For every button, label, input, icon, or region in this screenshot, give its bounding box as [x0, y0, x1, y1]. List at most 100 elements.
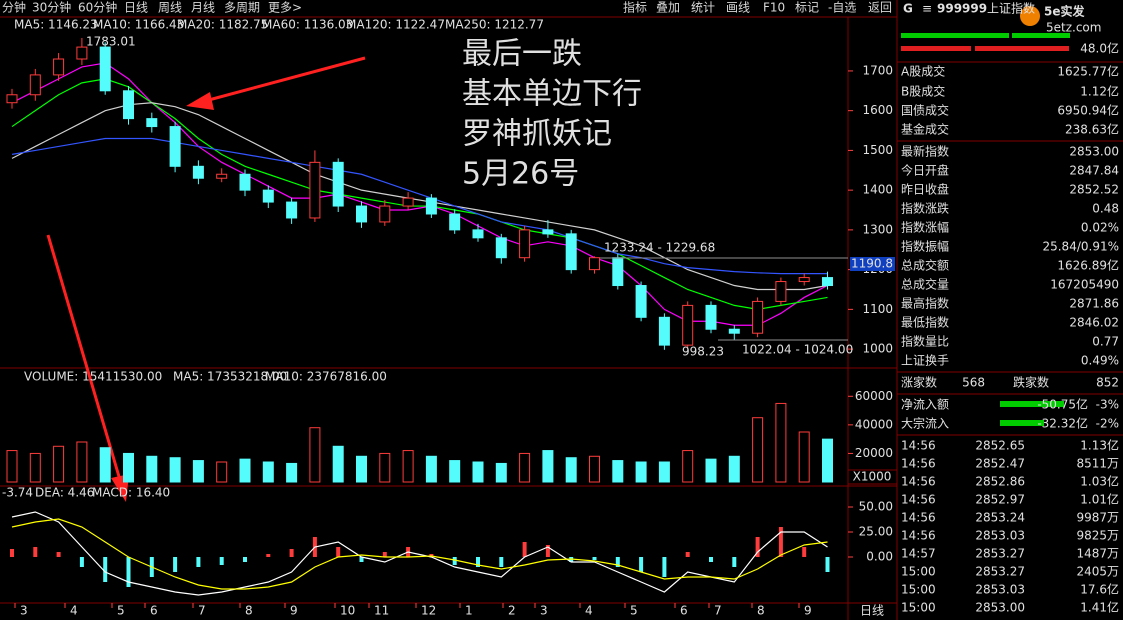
candle-body [192, 165, 204, 179]
stat-label: 国债成交 [901, 103, 949, 118]
volume-bar [356, 455, 367, 483]
candle-body [425, 197, 437, 215]
macd-bar [802, 547, 807, 557]
stock-code: 999999 [937, 2, 987, 16]
volume-bar [123, 452, 134, 483]
price-annotation: 1022.04 - 1024.00 [742, 343, 853, 357]
toolbar-item[interactable]: 指标 [623, 0, 647, 15]
macd-bar [709, 557, 713, 562]
toolbar-item[interactable]: F10 [763, 1, 785, 15]
volume-bar [682, 450, 694, 483]
stock-name: 上证指数 [987, 1, 1035, 16]
macd-bar [452, 557, 457, 565]
toolbar-item[interactable]: 日线 [124, 1, 148, 15]
toolbar-item[interactable]: 月线 [191, 1, 215, 15]
volume-bar [635, 461, 647, 483]
toolbar-item[interactable]: 叠加 [656, 1, 680, 15]
macd-bar [778, 527, 783, 557]
toolbar-item[interactable]: 60分钟 [78, 0, 117, 15]
volume-bar [216, 461, 228, 483]
volume-bar [519, 452, 531, 483]
tick-volume: 1.01亿 [1080, 492, 1119, 507]
toolbar-item[interactable]: 周线 [158, 1, 182, 15]
toolbar-item[interactable]: -自选 [828, 1, 856, 15]
overlay-text: 基本单边下行 [462, 77, 642, 112]
macd-bar [755, 537, 760, 557]
dea-line [11, 518, 828, 590]
overlay-text: 罗神抓妖记 [462, 117, 612, 152]
stat-label: B股成交 [901, 84, 945, 99]
tick-price: 2853.03 [975, 529, 1025, 543]
indicator-header: MA5: 17353218.00 [173, 370, 287, 384]
y-tick-label: 0.00 [866, 550, 893, 564]
breadth-value: 568 [962, 376, 985, 390]
tick-volume: 2405万 [1076, 565, 1119, 579]
logo-text: 5e实发 [1044, 4, 1085, 19]
menu-icon[interactable]: ≡ [922, 2, 932, 16]
volume-bar [565, 457, 577, 483]
x-tick-label: 7 [714, 604, 722, 618]
indicator-header: MA10: 1166.43 [93, 18, 184, 32]
indicator-header: MA10: 23767816.00 [265, 370, 387, 384]
period-label[interactable]: 日线 [860, 604, 884, 618]
toolbar-item[interactable]: 画线 [726, 1, 750, 15]
price-annotation: 1783.01 [86, 35, 136, 49]
toolbar-item[interactable]: 标记 [795, 1, 819, 15]
toolbar-item[interactable]: 统计 [691, 1, 715, 15]
stat-label: 上证换手 [901, 354, 949, 368]
macd-bar [662, 557, 667, 577]
moving-average [11, 102, 828, 291]
stat-value: 1625.77亿 [1057, 64, 1119, 79]
stat-value: 0.49% [1081, 354, 1119, 368]
volume-bar [798, 431, 810, 483]
flow-label: 大宗流入 [901, 416, 949, 431]
toolbar-item[interactable]: 更多> [268, 1, 302, 15]
volume-bar [309, 427, 321, 483]
tick-price: 2853.03 [975, 583, 1025, 597]
volume-bar [495, 462, 507, 483]
bar-value: 48.0亿 [1080, 41, 1119, 56]
flow-bar [1000, 401, 1064, 407]
macd-bar [685, 552, 690, 557]
macd-bar [289, 549, 294, 557]
candle-body [169, 126, 181, 167]
volume-bar [425, 455, 437, 483]
x-tick-label: 4 [70, 604, 78, 618]
volume-bar [29, 452, 41, 483]
y-tick-label: 1400 [862, 183, 893, 197]
macd-bar [243, 557, 247, 562]
unit-box [847, 469, 898, 485]
volume-bar [705, 458, 717, 483]
y-tick-label: 25.00 [859, 525, 893, 539]
x-tick-label: 3 [540, 604, 548, 618]
volume-bar [775, 402, 787, 483]
toolbar-item[interactable]: 多周期 [224, 1, 260, 15]
candle-body [542, 229, 554, 235]
y-tick-label: 1600 [862, 103, 893, 117]
candle-body [286, 201, 298, 219]
y-tick-label: 1700 [862, 63, 893, 77]
tick-volume: 9825万 [1076, 529, 1119, 543]
x-tick-label: 8 [757, 604, 765, 618]
y-tick-label: 1300 [862, 222, 893, 236]
x-tick-label: 9 [804, 604, 812, 618]
toolbar-item[interactable]: 返回 [868, 1, 892, 15]
toolbar-item[interactable]: 30分钟 [32, 0, 71, 15]
macd-bar [10, 549, 14, 557]
stat-value: 1.12亿 [1080, 84, 1119, 99]
tick-time: 14:56 [901, 511, 936, 525]
macd-bar [79, 557, 84, 567]
stat-label: A股成交 [901, 64, 945, 79]
macd-bar [126, 557, 131, 587]
price-annotation: 1233.24 - 1229.68 [604, 241, 715, 255]
tick-volume: 9987万 [1076, 511, 1119, 525]
candle-body [146, 118, 158, 128]
toolbar-item[interactable]: 分钟 [2, 0, 26, 15]
macd-bar [336, 547, 341, 557]
overlay-text: 5月26号 [462, 157, 579, 192]
tick-price: 2852.86 [975, 475, 1025, 489]
stat-value: 2852.52 [1069, 183, 1119, 197]
tick-price: 2852.65 [975, 439, 1025, 453]
dif-line [11, 511, 828, 596]
